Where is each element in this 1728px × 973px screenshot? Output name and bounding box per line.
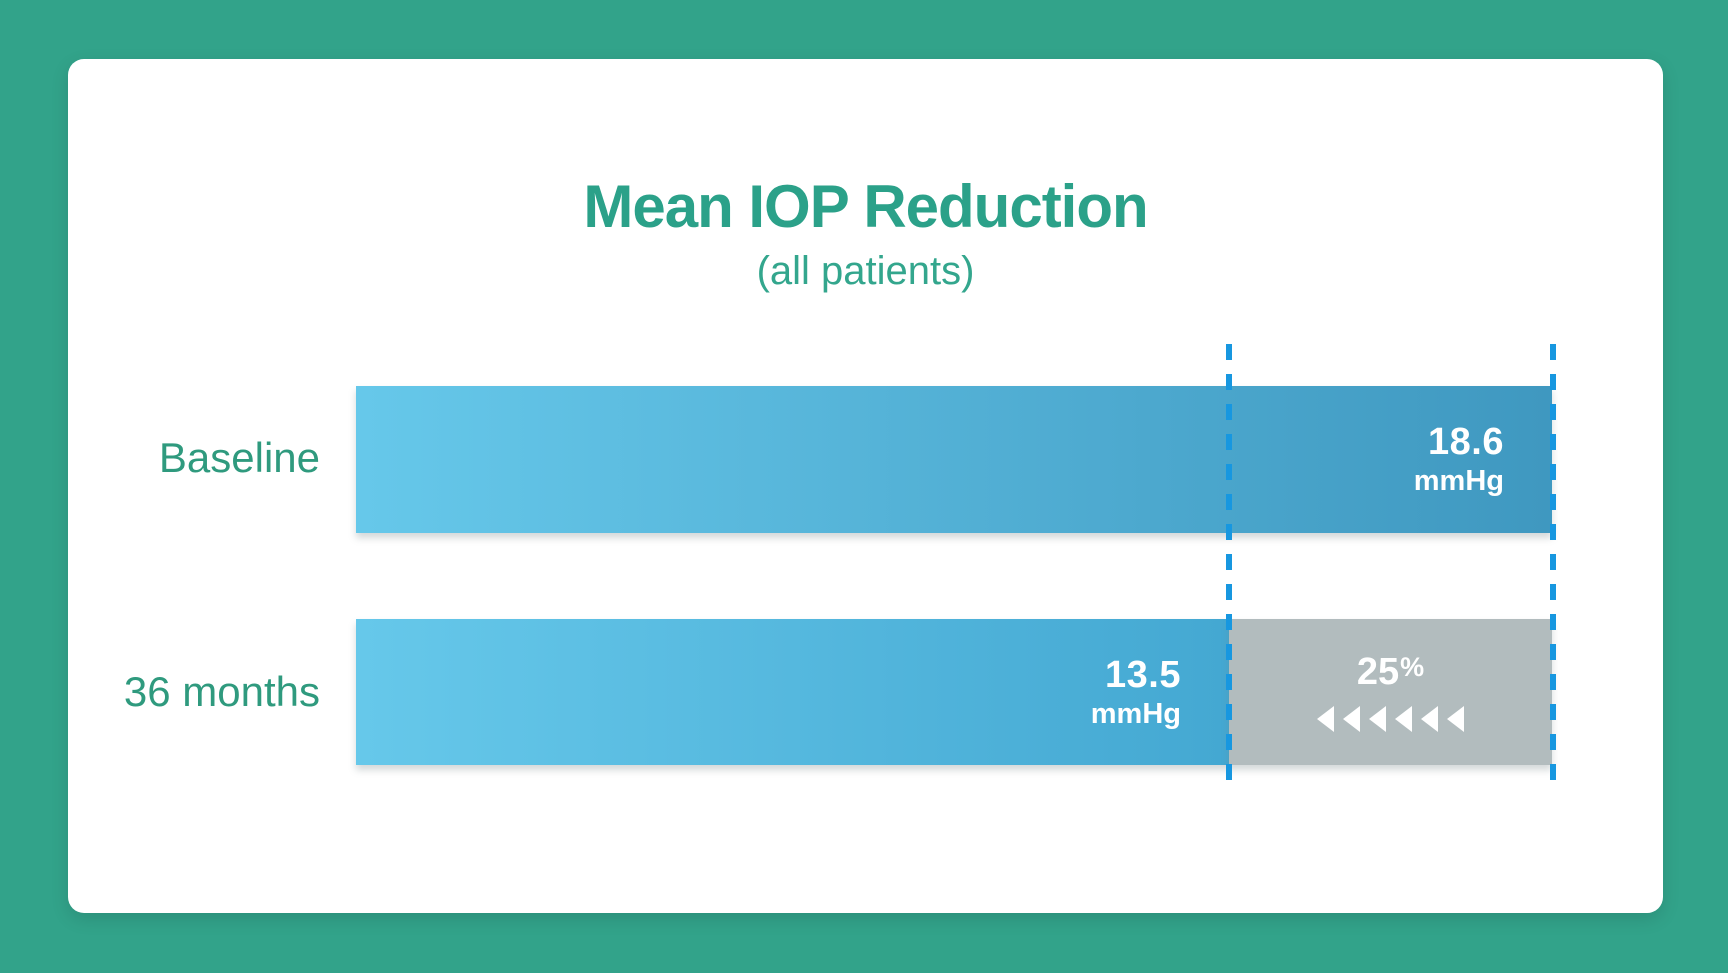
bar-baseline: 18.6 mmHg [356,386,1552,533]
row-label-baseline: Baseline [158,434,320,481]
percent-sign: % [1400,652,1425,682]
reduction-percent-label: 25% [1357,652,1424,695]
dashed-guide-line-baseline-level [1550,344,1556,790]
bar-baseline-value-block: 18.6 mmHg [1414,422,1552,497]
bar-36-months: 13.5 mmHg [356,619,1229,765]
left-triangle-icon [1447,706,1464,732]
chart-subtitle: (all patients) [756,249,975,293]
reduction-percent-value: 25 [1356,651,1400,693]
36-months-value: 13.5 [1105,653,1181,696]
baseline-value: 18.6 [1428,421,1504,463]
dashed-guide-line-36-months-level [1226,344,1232,790]
reduction-arrows [1317,706,1464,732]
chart-card: Mean IOP Reduction (all patients) Baseli… [68,59,1663,913]
bar-36-months-value-block: 13.5 mmHg [1091,655,1229,730]
chart-title: Mean IOP Reduction [583,173,1148,240]
left-triangle-icon [1343,706,1360,732]
row-label-36-months: 36 months [123,668,320,715]
36-months-unit: mmHg [1090,697,1181,730]
reduction-segment: 25% [1229,619,1552,765]
left-triangle-icon [1395,706,1412,732]
left-triangle-icon [1317,706,1334,732]
left-triangle-icon [1369,706,1386,732]
baseline-unit: mmHg [1413,465,1504,497]
left-triangle-icon [1421,706,1438,732]
